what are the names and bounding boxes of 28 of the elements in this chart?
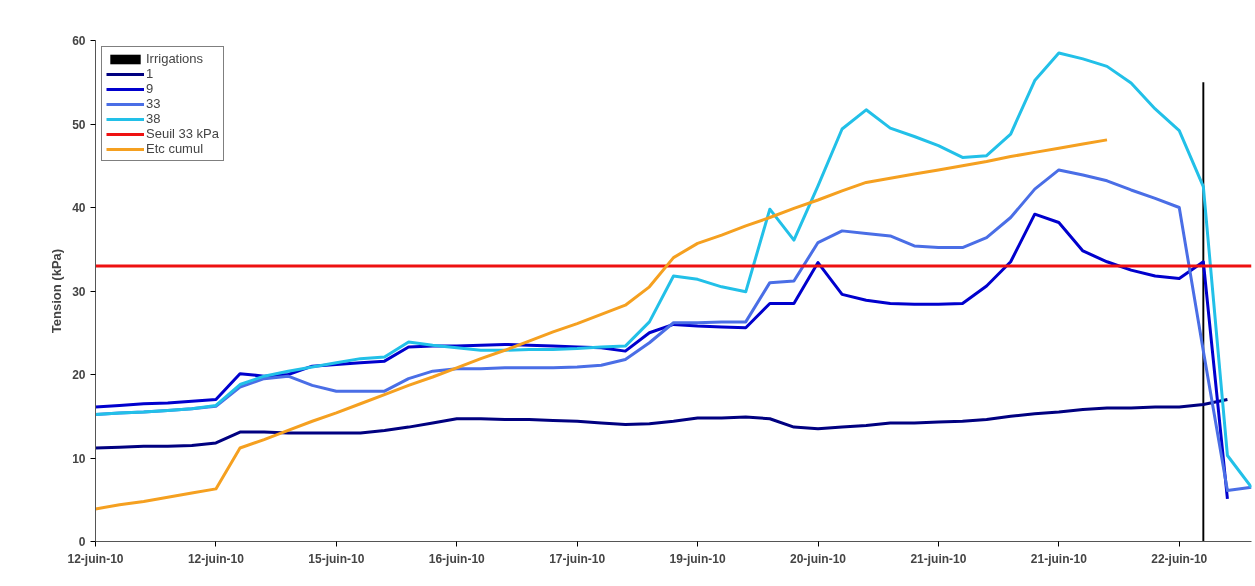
y-tick-label: 20 [72, 368, 86, 382]
line-series [95, 398, 1229, 450]
x-tick-label: 21-juin-10 [910, 551, 967, 566]
x-tick-label: 15-juin-10 [308, 551, 365, 566]
y-tick-label: 0 [78, 535, 86, 549]
legend-label: Seuil 33 kPa [146, 126, 219, 141]
x-tick-label: 12-juin-10 [187, 551, 245, 566]
x-tick-label: 21-juin-10 [1030, 551, 1088, 566]
legend-label: 33 [146, 96, 162, 111]
x-tick-label: 19-juin-10 [669, 551, 726, 566]
x-tick-label: 12-juin-10 [67, 551, 124, 566]
legend-label: Etc cumul [146, 141, 204, 156]
y-axis-title: Tension (kPa) [49, 248, 65, 334]
x-tick-label: 22-juin-10 [1151, 551, 1208, 566]
y-tick-label: 60 [72, 34, 86, 48]
legend-label: Irrigations [146, 51, 204, 66]
y-tick-label: 30 [72, 284, 86, 299]
x-tick-label: 16-juin-10 [428, 551, 486, 566]
y-tick-label: 10 [72, 451, 86, 466]
line-series [95, 51, 1252, 489]
legend-label: 38 [146, 111, 162, 126]
y-tick-label: 50 [72, 117, 86, 132]
legend-label: 9 [146, 81, 155, 96]
y-tick-label: 40 [72, 201, 86, 215]
x-tick-label: 17-juin-10 [549, 551, 606, 566]
legend-label: 1 [146, 66, 155, 81]
x-tick-label: 20-juin-10 [789, 551, 847, 566]
line-series [95, 138, 1109, 511]
